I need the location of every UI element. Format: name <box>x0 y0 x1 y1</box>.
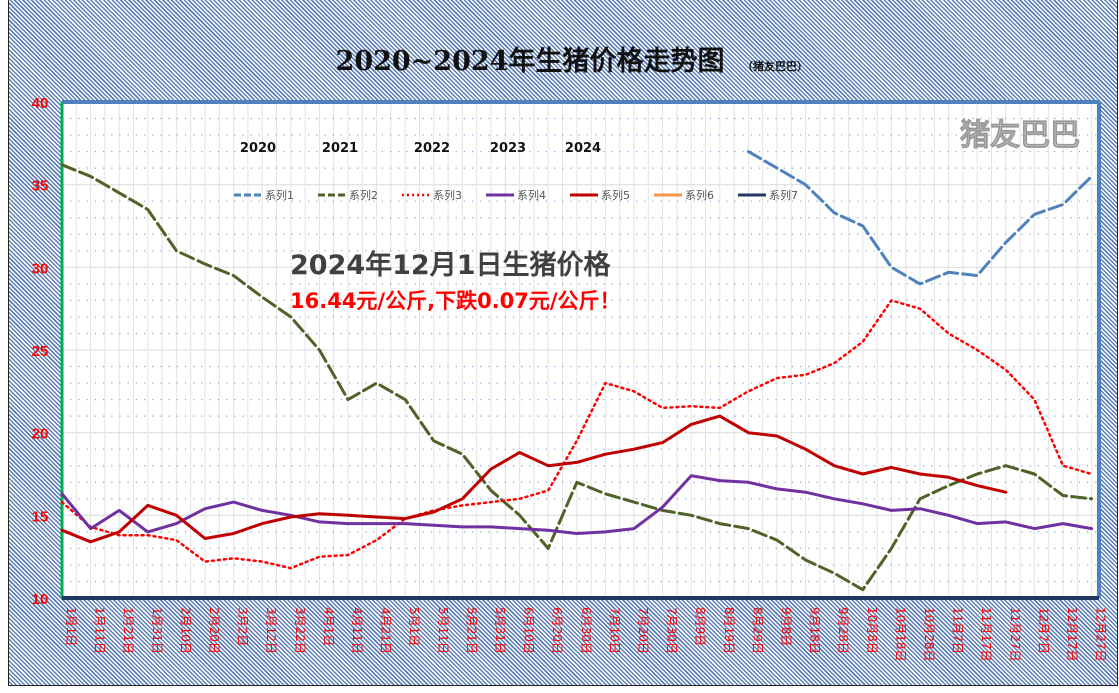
x-tick-label: 1月31日 <box>150 607 164 654</box>
x-tick-label: 3月2日 <box>236 607 250 646</box>
annotation-detail: 16.44元/公斤,下跌0.07元/公斤！ <box>290 289 621 313</box>
x-tick-label: 10月18日 <box>893 607 907 662</box>
x-tick-label: 8月29日 <box>750 607 764 654</box>
x-tick-label: 5月1日 <box>407 607 421 646</box>
legend-label: 系列6 <box>685 188 714 202</box>
x-tick-label: 11月7日 <box>951 607 965 654</box>
year-label: 2024 <box>565 141 601 156</box>
x-tick-label: 5月21日 <box>464 607 478 654</box>
legend-label: 系列7 <box>769 188 798 202</box>
x-tick-label: 8月9日 <box>693 607 707 646</box>
x-tick-label: 11月27日 <box>1008 607 1022 662</box>
x-tick-label: 12月7日 <box>1036 607 1050 654</box>
x-tick-label: 12月27日 <box>1094 607 1108 662</box>
x-tick-label: 5月31日 <box>493 607 507 654</box>
series-line-系列3 <box>60 299 1093 570</box>
x-tick-label: 3月22日 <box>293 607 307 654</box>
x-tick-label: 1月11日 <box>93 607 107 654</box>
x-tick-label: 10月8日 <box>865 607 879 654</box>
y-tick-label: 30 <box>32 260 49 277</box>
x-tick-label: 11月17日 <box>979 607 993 662</box>
year-label: 2023 <box>490 141 526 156</box>
legend-label: 系列4 <box>517 188 546 202</box>
y-tick-label: 35 <box>32 178 49 195</box>
year-label: 2022 <box>414 141 450 156</box>
x-tick-label: 8月19日 <box>722 607 736 654</box>
x-tick-label: 7月20日 <box>636 607 650 654</box>
x-tick-label: 6月10日 <box>522 607 536 654</box>
x-tick-label: 7月10日 <box>607 607 621 654</box>
chart-subtitle: （猪友巴巴） <box>742 59 808 73</box>
y-tick-label: 20 <box>32 426 49 443</box>
x-tick-label: 6月20日 <box>550 607 564 654</box>
y-tick-label: 15 <box>32 508 49 525</box>
y-tick-label: 40 <box>32 95 49 112</box>
series-line-系列5 <box>60 414 1008 544</box>
y-tick-label: 25 <box>32 343 49 360</box>
series-line-系列1 <box>746 150 1094 286</box>
legend-label: 系列3 <box>433 188 462 202</box>
x-tick-label: 12月17日 <box>1065 607 1079 662</box>
x-tick-label: 5月11日 <box>436 607 450 654</box>
series-line-系列2 <box>60 163 1094 592</box>
x-tick-label: 1月21日 <box>121 607 135 654</box>
x-tick-label: 3月12日 <box>264 607 278 654</box>
x-tick-label: 4月11日 <box>350 607 364 654</box>
legend-label: 系列1 <box>265 188 294 202</box>
year-label: 2020 <box>240 141 276 156</box>
chart-title: 2020~2024年生猪价格走势图 <box>336 45 725 77</box>
series-line-系列4 <box>60 474 1094 535</box>
x-tick-label: 9月8日 <box>779 607 793 646</box>
watermark: 猪友巴巴 <box>960 118 1080 153</box>
y-tick-label: 10 <box>32 591 49 608</box>
x-tick-label: 1月1日 <box>64 607 78 646</box>
x-tick-label: 2月20日 <box>207 607 221 654</box>
x-tick-label: 2月10日 <box>178 607 192 654</box>
legend-label: 系列5 <box>601 188 630 202</box>
x-tick-label: 7月30日 <box>665 607 679 654</box>
x-tick-label: 9月18日 <box>808 607 822 654</box>
x-tick-label: 4月1日 <box>321 607 335 646</box>
x-tick-label: 4月21日 <box>379 607 393 654</box>
year-label: 2021 <box>322 141 358 156</box>
x-tick-label: 9月28日 <box>836 607 850 654</box>
legend-label: 系列2 <box>349 188 378 202</box>
x-tick-label: 10月28日 <box>922 607 936 662</box>
annotation-headline: 2024年12月1日生猪价格 <box>290 249 612 281</box>
x-tick-label: 6月30日 <box>579 607 593 654</box>
